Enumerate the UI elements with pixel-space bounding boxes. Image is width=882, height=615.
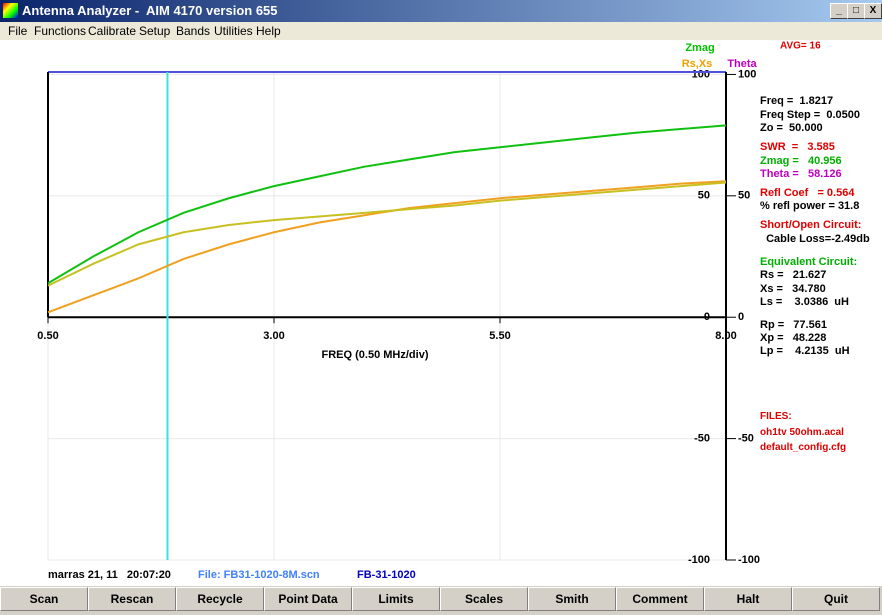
legend-entry: Theta (727, 58, 757, 70)
menu-item[interactable]: Help (256, 24, 281, 38)
menu-bar: File Functions Calibrate Setup Bands Utilitie… (0, 22, 882, 40)
readout-line: oh1tv 50ohm.acal (760, 427, 844, 438)
y-tick-label: 50 (698, 190, 710, 202)
toolbar-button[interactable]: Rescan (88, 587, 176, 611)
x-tick-label: 3.00 (263, 330, 284, 342)
y2-tick-label: -50 (738, 433, 754, 445)
chart: 100100505000-50-50-100-1000.503.005.508.… (37, 41, 821, 566)
window-control[interactable]: □ (847, 3, 865, 19)
legend-entry: Zmag (685, 42, 714, 54)
menu-item[interactable]: Utilities (214, 24, 253, 38)
plot-area (0, 40, 882, 586)
readout-line: FILES: (760, 411, 792, 422)
readout-line: Xp = 48.228 (760, 332, 827, 344)
readout-line: Freq = 1.8217 (760, 95, 834, 107)
toolbar-button[interactable]: Recycle (176, 587, 264, 611)
toolbar-button[interactable]: Halt (704, 587, 792, 611)
menu-item[interactable]: Calibrate (88, 24, 137, 38)
series-line (47, 124, 727, 285)
toolbar-button[interactable]: Smith (528, 587, 616, 611)
title-bar: Antenna Analyzer - AIM 4170 version 655 … (0, 0, 882, 22)
readout-line: Cable Loss=-2.49db (760, 233, 870, 245)
readout-line: Theta = 58.126 (760, 168, 842, 180)
app-icon (3, 3, 18, 18)
readout-line: Freq Step = 0.0500 (760, 109, 860, 121)
y2-tick-label: -100 (738, 554, 760, 566)
y-tick-label: 100 (692, 68, 710, 80)
readout-line: Xs = 34.780 (760, 283, 826, 295)
status-text: marras 21, 11 20:07:20 (48, 569, 171, 581)
window-control[interactable]: _ (830, 3, 848, 19)
toolbar-button[interactable]: Scales (440, 587, 528, 611)
menu-item[interactable]: Bands (176, 24, 211, 38)
toolbar-button[interactable]: Limits (352, 587, 440, 611)
y-tick-label: -50 (694, 433, 710, 445)
x-tick-label: 5.50 (489, 330, 510, 342)
status-text: File: FB31-1020-8M.scn (198, 569, 320, 581)
toolbar-button[interactable]: Quit (792, 587, 880, 611)
readout-line: Rp = 77.561 (760, 319, 827, 331)
readout-line: Short/Open Circuit: (760, 219, 862, 231)
y2-tick-label: 0 (738, 311, 744, 323)
legend-entry: Rs,Xs (682, 58, 713, 70)
y2-tick-label: 50 (738, 190, 750, 202)
status-text: FB-31-1020 (357, 569, 416, 581)
readout-line: Refl Coef = 0.564 (760, 187, 855, 199)
y2-tick-label: 100 (738, 68, 756, 80)
readout-line: Zmag = 40.956 (760, 155, 842, 167)
readout-line: Ls = 3.0386 uH (760, 296, 849, 308)
toolbar-button[interactable]: Scan (0, 587, 88, 611)
readout-line: SWR = 3.585 (760, 141, 835, 153)
series-line (47, 181, 727, 287)
readout-line: Equivalent Circuit: (760, 256, 858, 268)
toolbar-button[interactable]: Comment (616, 587, 704, 611)
x-axis-label: FREQ (0.50 MHz/div) (322, 349, 429, 361)
y-tick-label: -100 (688, 554, 710, 566)
x-tick-label: 0.50 (37, 330, 58, 342)
window-title: Antenna Analyzer - AIM 4170 version 655 (22, 3, 278, 18)
readout-line: Lp = 4.2135 uH (760, 345, 850, 357)
series-line (47, 180, 727, 314)
readout-line: Rs = 21.627 (760, 269, 827, 281)
menu-item[interactable]: File (8, 24, 28, 38)
menu-item[interactable]: Functions (34, 24, 87, 38)
toolbar-button[interactable]: Point Data (264, 587, 352, 611)
readout-line: Zo = 50.000 (760, 122, 823, 134)
menu-item[interactable]: Setup (139, 24, 171, 38)
avg-label: AVG= 16 (780, 41, 821, 52)
readout-line: default_config.cfg (760, 442, 847, 453)
readout-line: % refl power = 31.8 (760, 200, 860, 212)
